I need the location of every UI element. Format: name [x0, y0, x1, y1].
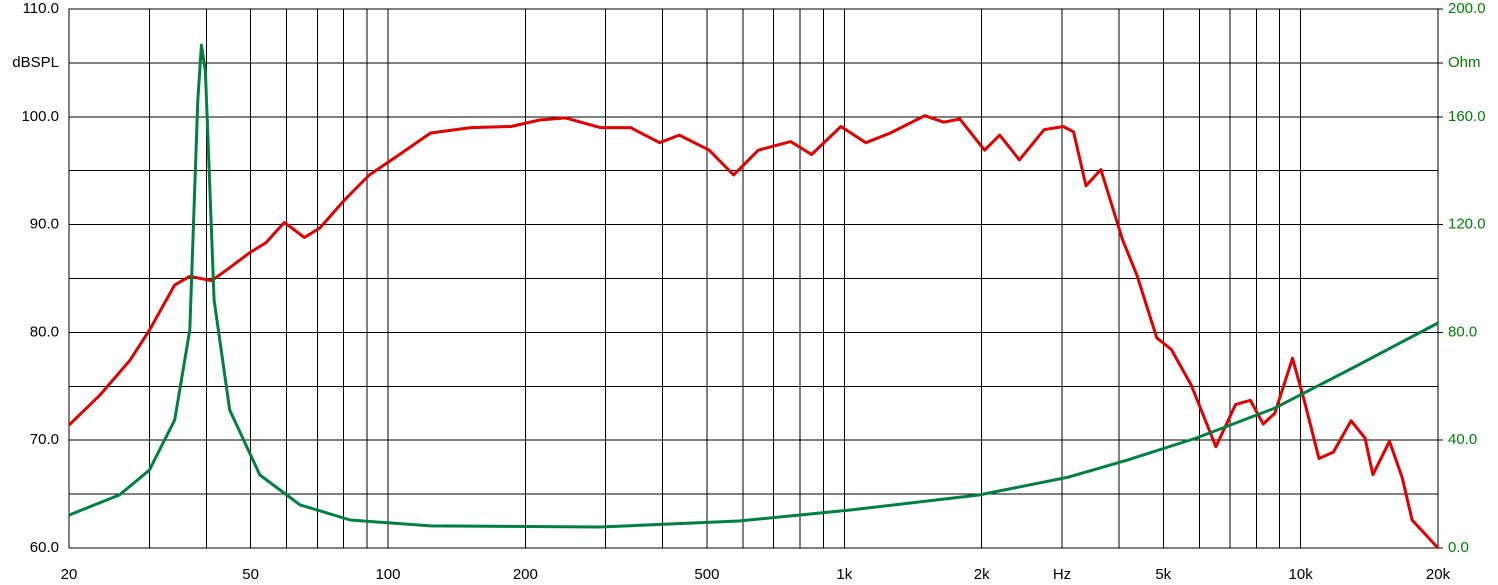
x-tick-label: 100 [375, 566, 400, 583]
y-tick-label: 90.0 [30, 216, 59, 233]
y2-tick-label: 40.0 [1448, 431, 1477, 448]
y-tick-label: 110.0 [23, 0, 59, 17]
x-tick-label: 2k [974, 566, 990, 583]
y-tick-label: 80.0 [30, 323, 59, 340]
x-tick-label: Hz [1053, 566, 1071, 583]
y-tick-label: dBSPL [12, 54, 59, 71]
y-tick-label: 70.0 [30, 431, 59, 448]
y2-tick-label: 0.0 [1448, 539, 1469, 556]
y-tick-label: 60.0 [30, 539, 59, 556]
x-tick-label: 500 [694, 566, 719, 583]
y2-tick-label: Ohm [1448, 54, 1481, 71]
y2-tick-label: 160.0 [1448, 108, 1486, 125]
x-tick-label: 50 [242, 566, 259, 583]
y-tick-label: 100.0 [21, 108, 59, 125]
y2-tick-label: 200.0 [1448, 0, 1486, 17]
x-tick-label: 20k [1426, 566, 1451, 583]
y2-tick-label: 80.0 [1448, 323, 1477, 340]
x-tick-label: 200 [513, 566, 538, 583]
x-tick-label: 5k [1155, 566, 1171, 583]
x-tick-label: 10k [1289, 566, 1314, 583]
y2-tick-label: 120.0 [1448, 216, 1486, 233]
plot-frame [68, 8, 1439, 549]
data-line [68, 43, 1439, 529]
x-tick-label: 20 [61, 566, 78, 583]
data-line [67, 114, 1440, 550]
x-tick-label: 1k [836, 566, 852, 583]
